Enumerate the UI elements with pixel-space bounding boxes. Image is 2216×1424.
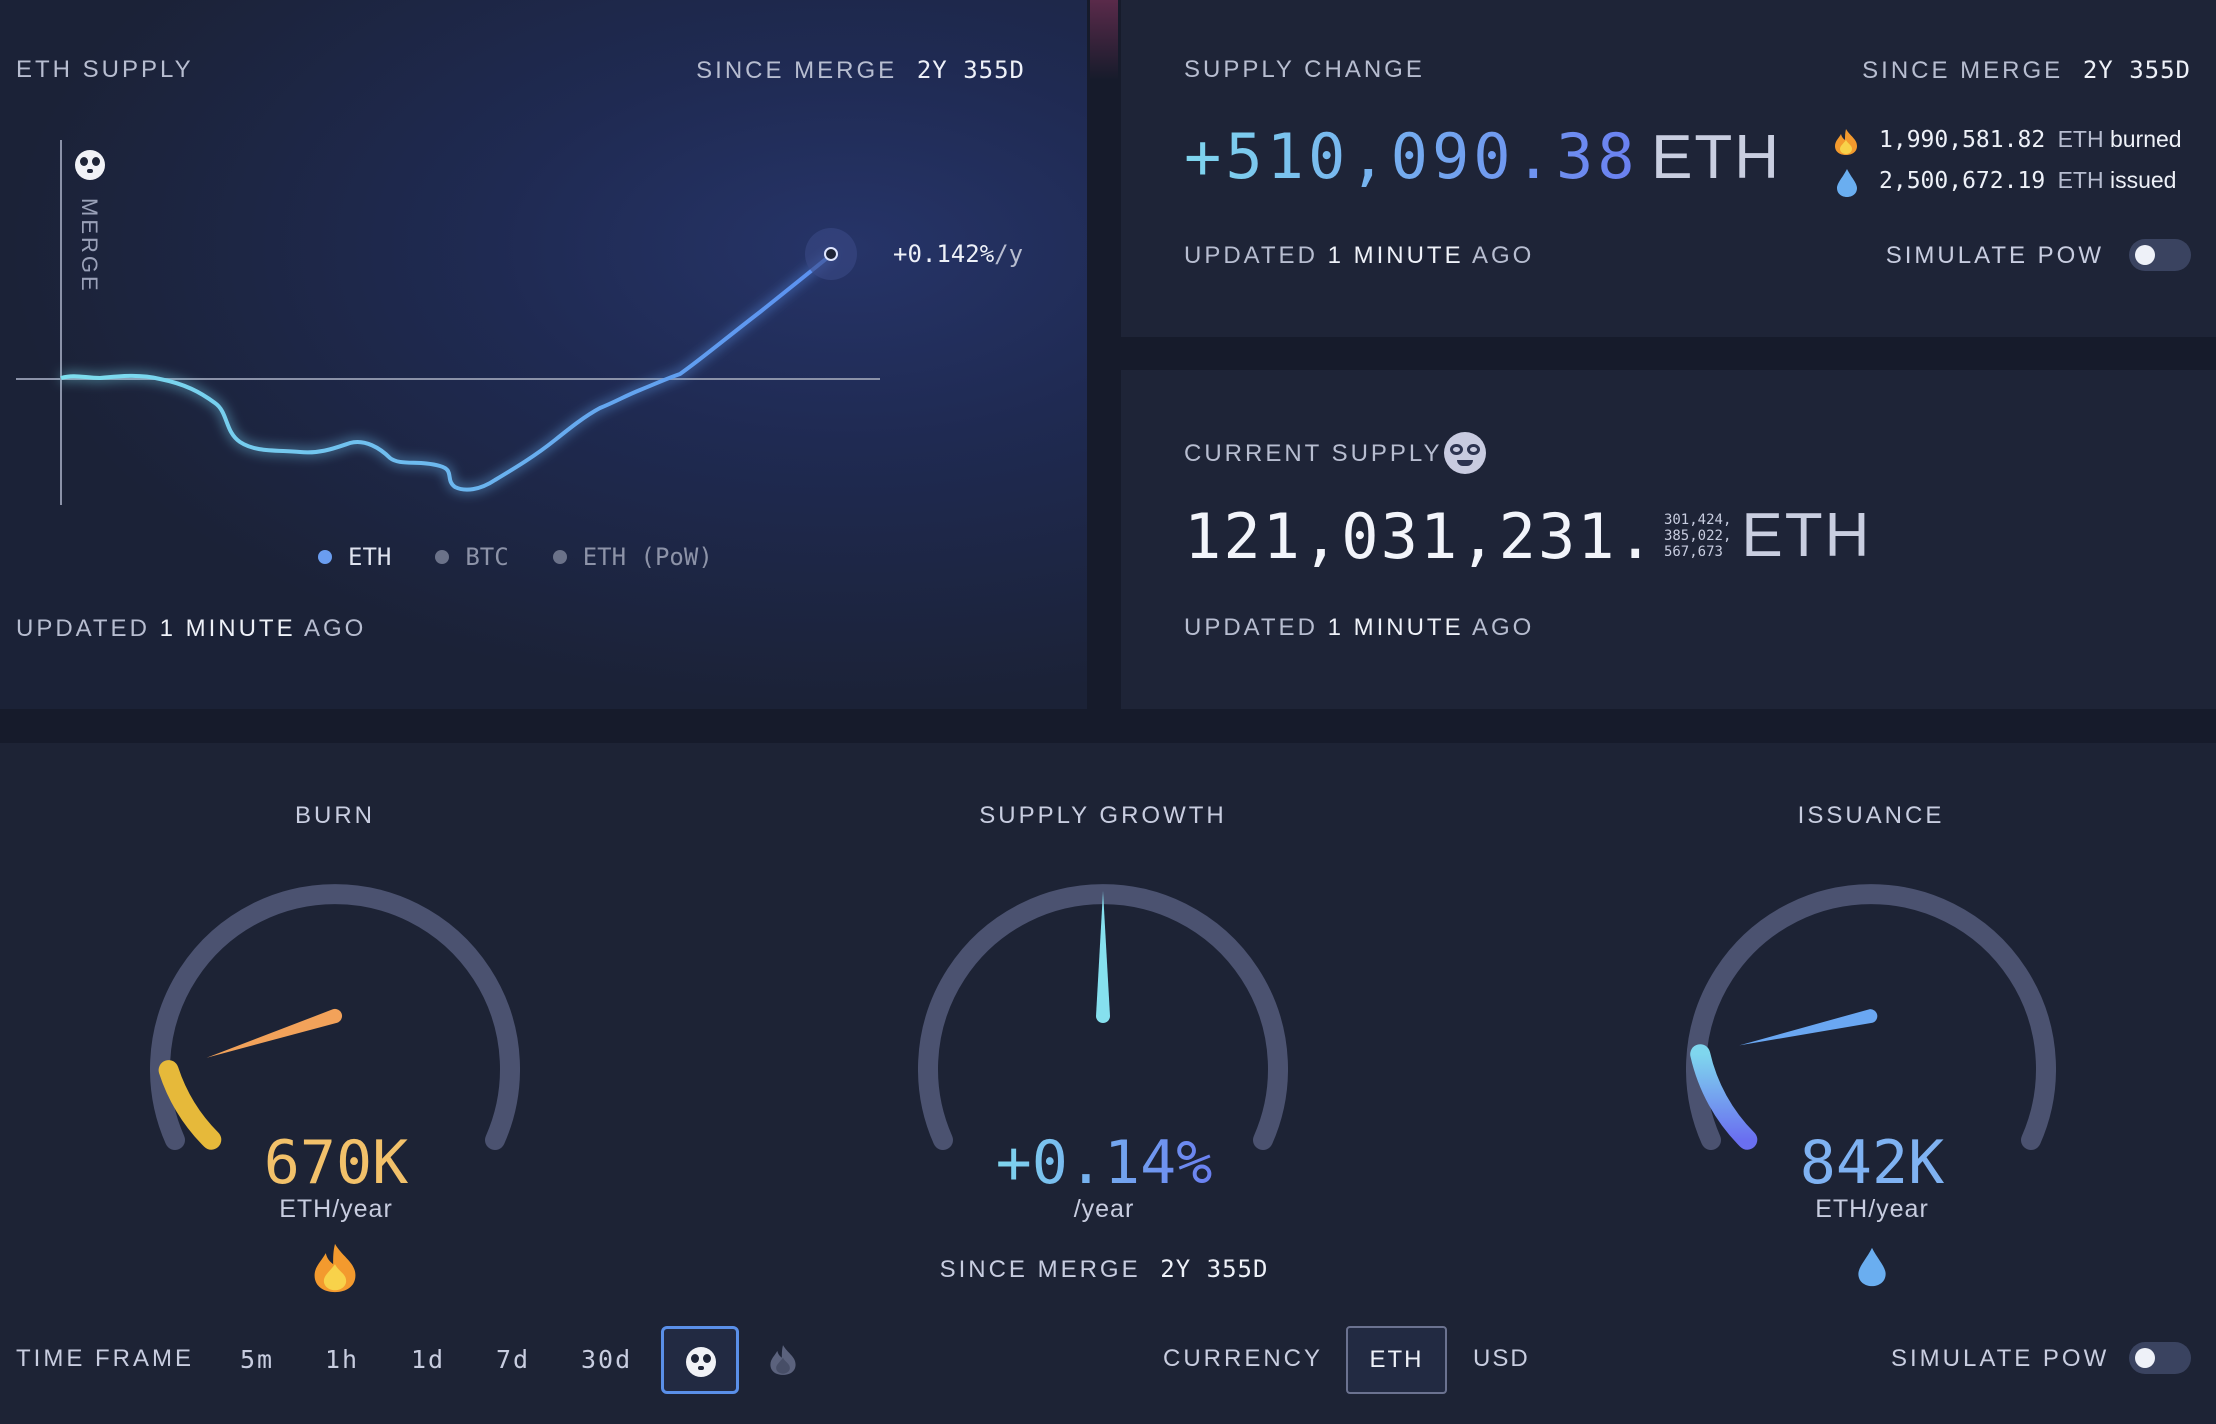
supply-growth-unit: /year (1073, 1195, 1135, 1223)
burn-gauge-title: BURN (294, 802, 376, 829)
supply-growth-gauge (918, 884, 1288, 1150)
supply-change-updated: UPDATED 1 MINUTE AGO (1184, 242, 1535, 269)
legend-eth-pow[interactable]: ETH (PoW) (552, 543, 713, 571)
burn-gauge-fill (158, 1060, 222, 1150)
currency-eth-button[interactable]: ETH (1346, 1326, 1447, 1394)
simulate-pow-label-top: SIMULATE PoW (1885, 242, 2104, 269)
supply-growth-since-merge: SINCE MERGE 2y 355d (939, 1255, 1269, 1283)
burn-value: 670K (263, 1128, 409, 1198)
eth-supply-panel: ETH SUPPLY SINCE MERGE 2y 355d MERGE +0.… (0, 0, 1087, 709)
legend-btc[interactable]: BTC (435, 543, 509, 571)
toggle-knob (2135, 245, 2155, 265)
time-frame-30d[interactable]: 30d (581, 1345, 633, 1374)
eth-supply-since-merge: SINCE MERGE 2y 355d (696, 56, 1025, 84)
nerd-face-icon (1444, 432, 1486, 474)
issuance-gauge (1686, 884, 2056, 1150)
issuance-gauge-fill (1690, 1044, 1758, 1150)
burned-row: 1,990,581.82 ETH burned (1833, 126, 2182, 156)
issuance-gauge-track (1686, 884, 2056, 1150)
fire-icon (1833, 128, 1859, 156)
toggle-knob (2135, 1348, 2155, 1368)
time-frame-5m[interactable]: 5m (240, 1345, 275, 1374)
eth-supply-title: ETH SUPPLY (16, 56, 194, 83)
time-frame-1d[interactable]: 1d (411, 1345, 446, 1374)
simulate-pow-toggle-bottom[interactable] (2129, 1342, 2191, 1374)
chart-legend: ETH BTC ETH (PoW) (318, 543, 713, 571)
currency-usd-button[interactable]: USD (1473, 1345, 1530, 1372)
burn-gauge (150, 884, 520, 1150)
supply-growth-gauge-title: SUPPLY GROWTH (979, 802, 1227, 829)
panel-divider (1087, 0, 1121, 709)
currency-label: CURRENCY (1163, 1345, 1324, 1372)
time-frame-1h[interactable]: 1h (325, 1345, 360, 1374)
current-point[interactable] (824, 247, 838, 261)
merge-label: MERGE (77, 198, 102, 294)
current-supply-decimals: 301,424, 385,022, 567,673 (1663, 512, 1732, 560)
water-drop-icon (1857, 1244, 1887, 1290)
current-supply-panel: CURRENT SUPPLY 121,031,231. 301,424, 385… (1121, 370, 2216, 709)
issuance-gauge-title: ISSUANCE (1797, 802, 1945, 829)
panda-icon (686, 1347, 716, 1377)
supply-chart (16, 140, 880, 505)
supply-growth-gauge-needle (1096, 891, 1110, 1023)
supply-change-title: SUPPLY CHANGE (1184, 56, 1425, 83)
gauges-panel (0, 743, 2216, 1424)
time-frame-label: TIME FRAME (16, 1345, 194, 1372)
issuance-value: 842K (1799, 1128, 1945, 1198)
simulate-pow-label-bottom: SIMULATE PoW (1891, 1345, 2110, 1372)
burn-gauge-track (150, 884, 520, 1150)
simulate-pow-toggle-top[interactable] (2129, 239, 2191, 271)
burn-gauge-needle (206, 1008, 343, 1058)
time-frame-since-merge-button[interactable] (661, 1326, 739, 1394)
fire-icon (310, 1242, 360, 1294)
issuance-gauge-needle (1739, 1009, 1878, 1046)
time-frame-7d[interactable]: 7d (496, 1345, 531, 1374)
current-supply-updated: UPDATED 1 MINUTE AGO (1184, 614, 1535, 641)
water-drop-icon (1836, 168, 1858, 198)
eth-series-line (60, 252, 834, 492)
burn-unit: ETH/year (279, 1195, 393, 1223)
supply-growth-value: +0.14% (995, 1128, 1213, 1198)
supply-change-panel: SUPPLY CHANGE SINCE MERGE 2y 355d +510,0… (1121, 0, 2216, 337)
current-supply-value: 121,031,231. 301,424, 385,022, 567,673 E… (1184, 500, 1872, 573)
legend-eth[interactable]: ETH (318, 543, 391, 571)
time-frame-since-burn-button[interactable] (768, 1344, 798, 1376)
panda-icon (75, 150, 105, 180)
current-supply-title: CURRENT SUPPLY (1184, 440, 1443, 467)
supply-change-since-merge: SINCE MERGE 2y 355d (1862, 56, 2191, 84)
supply-change-value: +510,090.38 ETH (1184, 120, 1782, 193)
issued-row: 2,500,672.19 ETH issued (1833, 167, 2176, 197)
supply-rate: +0.142%/y (893, 240, 1024, 268)
eth-supply-updated: UPDATED 1 MINUTE AGO (16, 615, 367, 642)
issuance-unit: ETH/year (1815, 1195, 1929, 1223)
fire-icon (770, 1345, 796, 1375)
